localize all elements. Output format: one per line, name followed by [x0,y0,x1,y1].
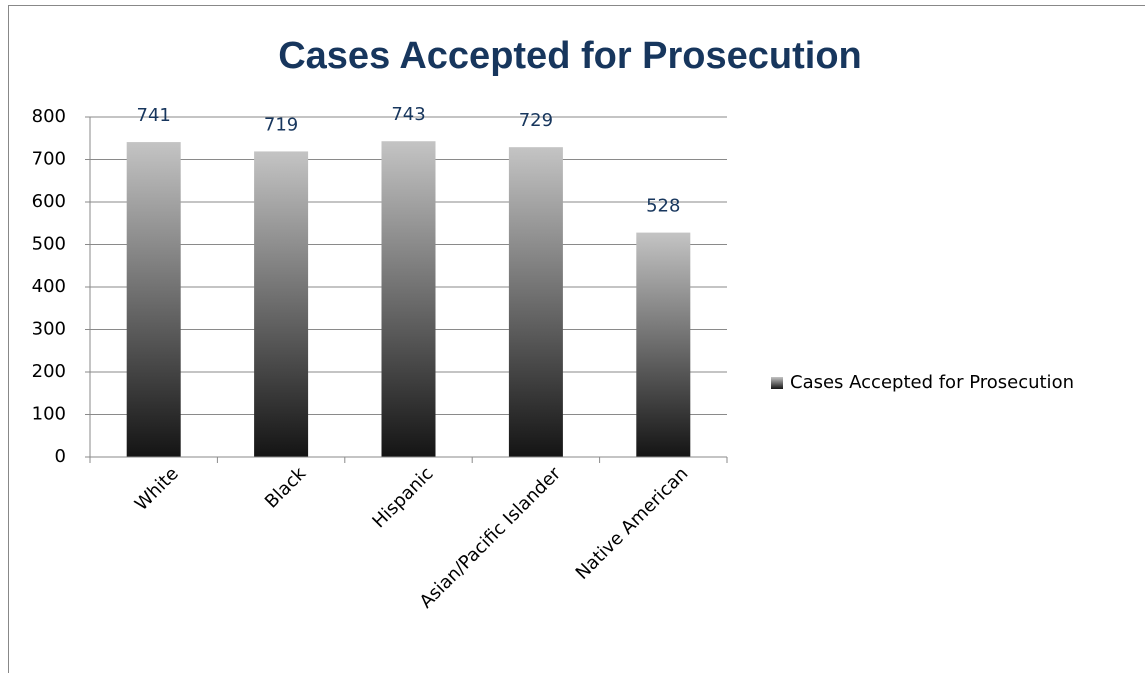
y-tick-label: 200 [32,361,66,382]
chart-border [8,5,1145,673]
data-label: 729 [519,110,553,131]
x-tick-label: White [131,463,183,515]
bar [636,232,691,457]
data-label: 719 [264,114,298,135]
data-label: 743 [391,104,425,125]
y-tick-label: 800 [32,106,66,127]
y-tick-label: 500 [32,234,66,255]
data-label: 741 [137,105,171,126]
bar [508,147,563,458]
bar [126,142,181,457]
y-tick-label: 700 [32,149,66,170]
x-tick-label: Native American [572,463,693,584]
y-tick-label: 300 [32,319,66,340]
x-tick-label: Hispanic [368,463,437,532]
data-label: 528 [646,196,680,217]
y-tick-label: 100 [32,404,66,425]
y-tick-label: 600 [32,191,66,212]
bar [381,141,436,457]
legend-label: Cases Accepted for Prosecution [790,372,1074,393]
chart-title: Cases Accepted for Prosecution [278,35,862,77]
bar [254,151,309,458]
x-tick-label: Asian/Pacific Islander [416,463,566,613]
legend-swatch [771,377,783,389]
y-tick-label: 400 [32,276,66,297]
y-tick-label: 0 [55,446,66,467]
x-tick-label: Black [261,463,311,513]
